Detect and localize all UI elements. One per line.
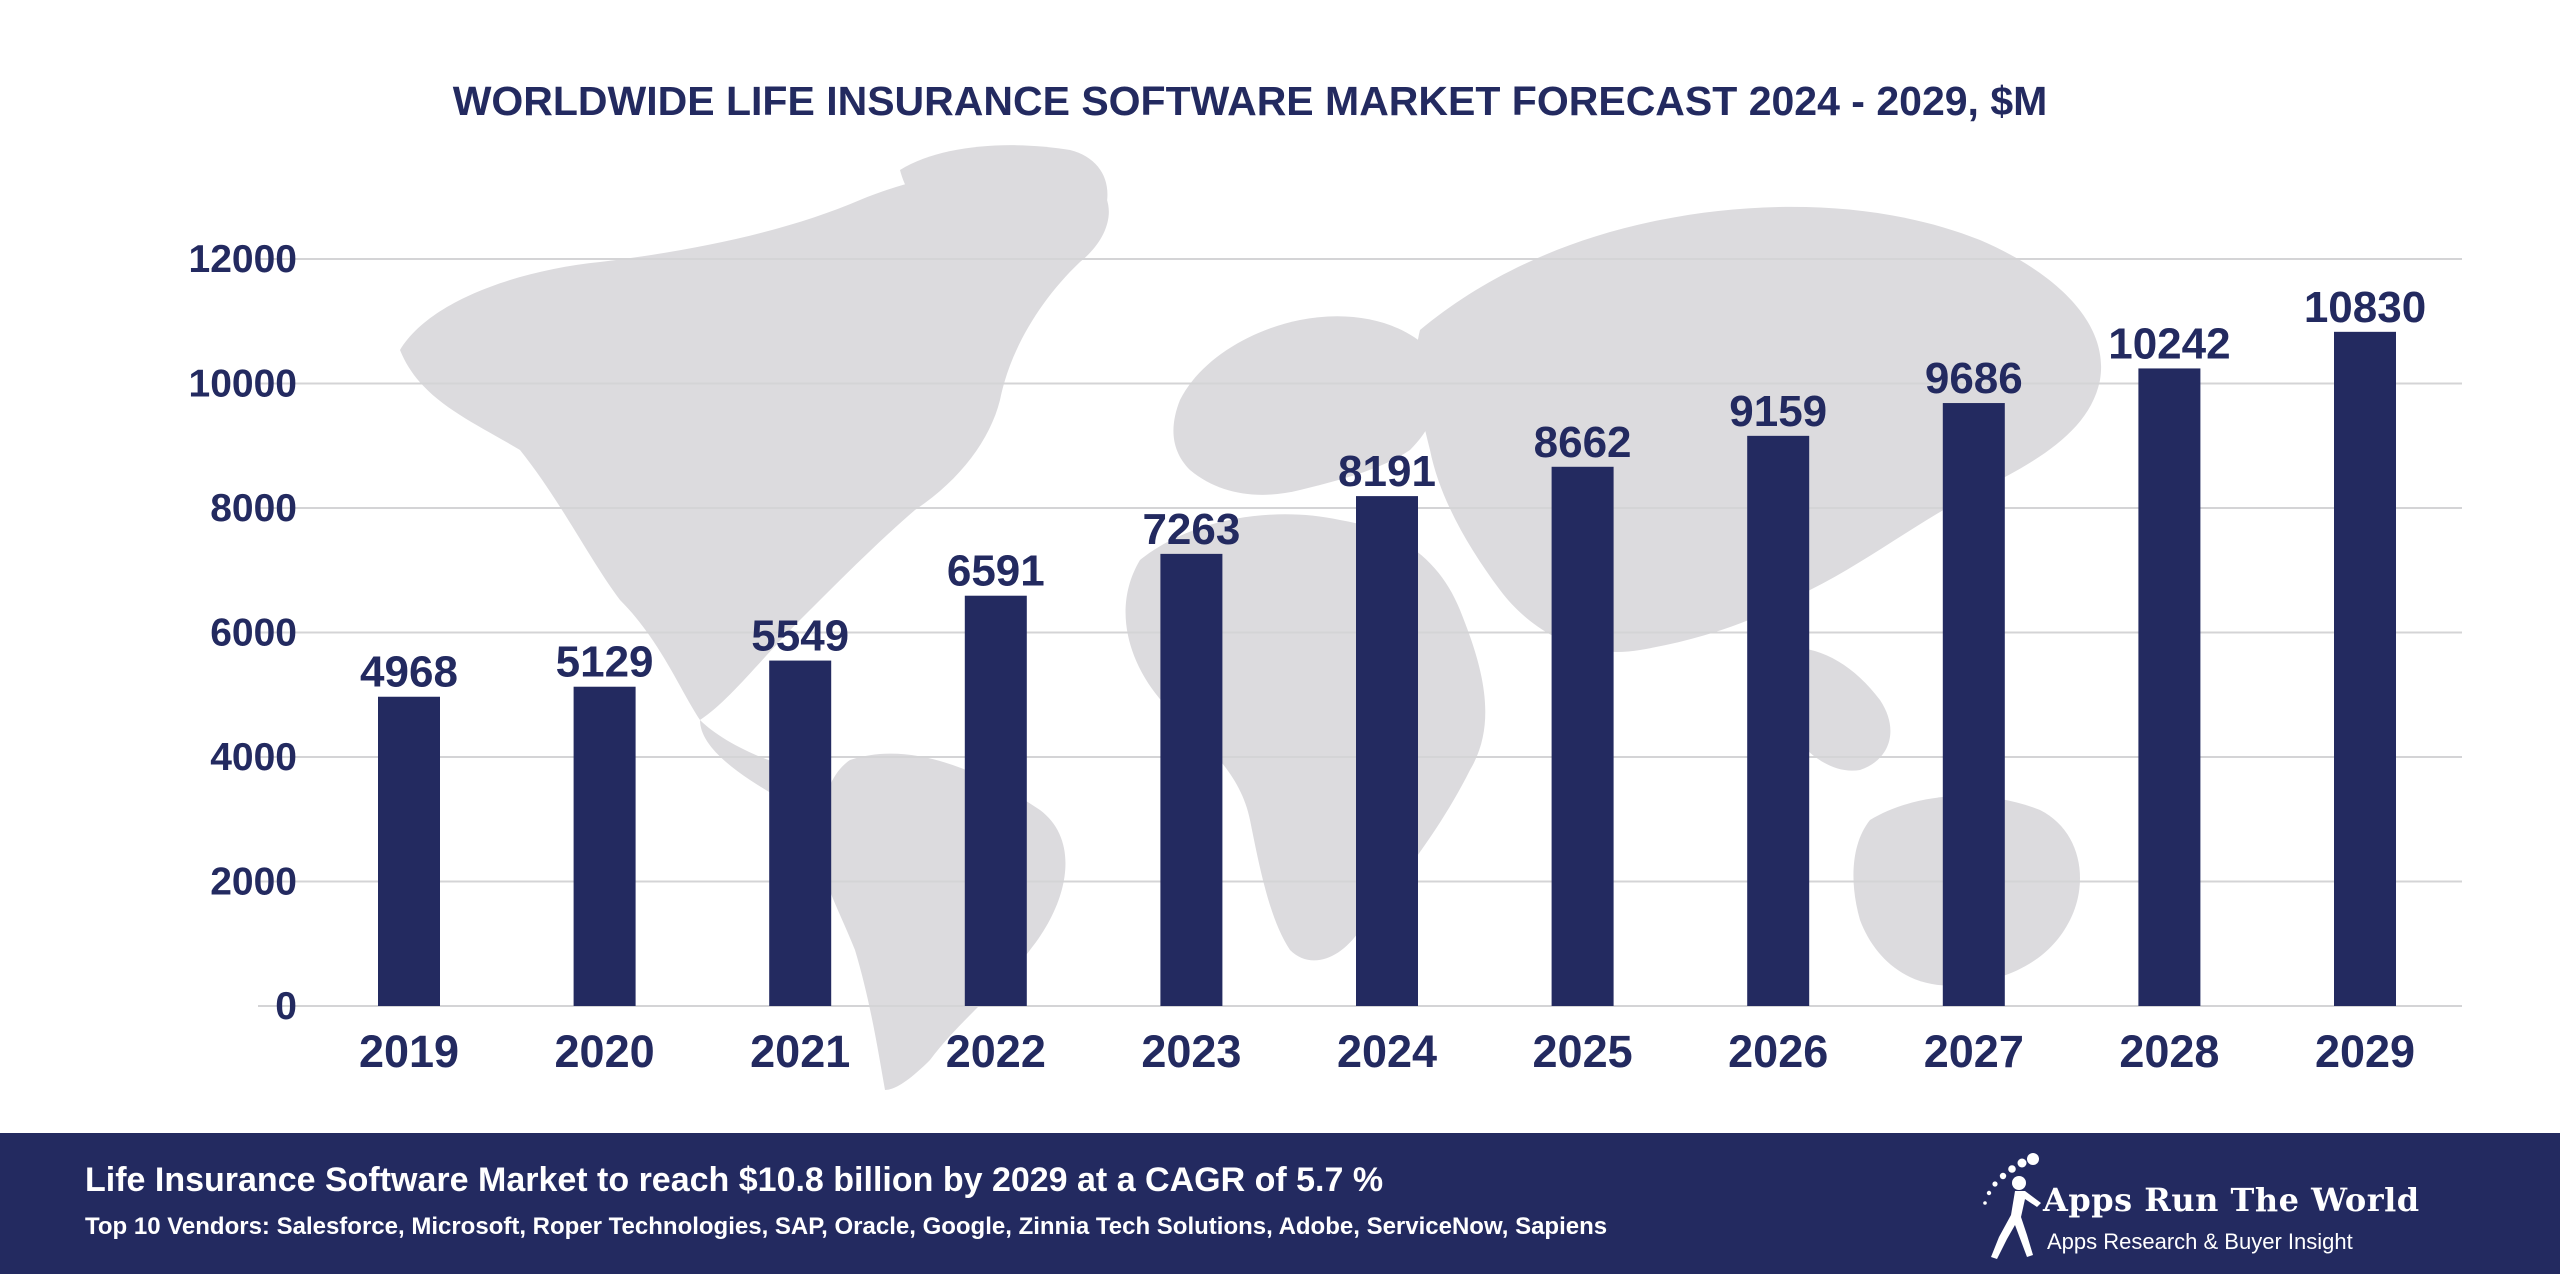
bar-2025 xyxy=(1551,466,1614,1006)
chart-title: WORLDWIDE LIFE INSURANCE SOFTWARE MARKET… xyxy=(453,78,2048,124)
y-tick-label: 0 xyxy=(275,985,297,1028)
y-tick-label: 10000 xyxy=(189,363,297,406)
footer-banner: Life Insurance Software Market to reach … xyxy=(0,1133,2560,1274)
world-map-background xyxy=(400,145,2102,1090)
bar-2029 xyxy=(2334,331,2396,1006)
runner-icon xyxy=(1983,1153,2041,1259)
y-tick-label: 12000 xyxy=(189,238,297,281)
bar-2027 xyxy=(1942,403,2005,1006)
bar-2026 xyxy=(1747,435,1810,1006)
bar-2023 xyxy=(1160,553,1223,1006)
chart: WORLDWIDE LIFE INSURANCE SOFTWARE MARKET… xyxy=(189,78,2462,1090)
bar-2022 xyxy=(964,595,1027,1006)
y-tick-label: 8000 xyxy=(210,487,297,530)
data-label-2021: 5549 xyxy=(751,612,849,661)
x-tick-label-2027: 2027 xyxy=(1924,1026,2024,1077)
data-label-2019: 4968 xyxy=(360,648,458,697)
bars xyxy=(378,331,2396,1006)
x-tick-label-2019: 2019 xyxy=(359,1026,459,1077)
x-tick-label-2028: 2028 xyxy=(2119,1026,2219,1077)
x-tick-label-2025: 2025 xyxy=(1533,1026,1633,1077)
bar-2024 xyxy=(1356,496,1418,1006)
data-label-2026: 9159 xyxy=(1729,387,1827,436)
footer-headline: Life Insurance Software Market to reach … xyxy=(85,1161,1384,1199)
y-axis-ticks: 0 2000 4000 6000 8000 10000 12000 xyxy=(189,238,297,1028)
data-label-2022: 6591 xyxy=(947,547,1045,596)
data-labels: 4968 5129 5549 6591 7263 8191 8662 9159 9686 1024… xyxy=(360,283,2426,697)
data-label-2028: 10242 xyxy=(2108,319,2230,368)
logo-tagline: Apps Research & Buyer Insight xyxy=(2047,1229,2353,1254)
bar-2019 xyxy=(378,696,440,1006)
europe-shape xyxy=(1173,316,1441,495)
y-tick-label: 6000 xyxy=(210,612,297,655)
top-vendors-text: Top 10 Vendors: Salesforce, Microsoft, R… xyxy=(85,1213,1608,1240)
north-america-shape xyxy=(400,167,1109,720)
x-tick-label-2022: 2022 xyxy=(946,1026,1046,1077)
bar-2020 xyxy=(573,686,636,1006)
x-axis-ticks: 2019 2020 2021 2022 2023 2024 2025 2026 2027 2028… xyxy=(359,1026,2415,1077)
data-label-2024: 8191 xyxy=(1338,447,1436,496)
x-tick-label-2021: 2021 xyxy=(750,1026,850,1077)
data-label-2023: 7263 xyxy=(1142,505,1240,554)
data-label-2029: 10830 xyxy=(2304,283,2426,332)
logo-name: Apps Run The World xyxy=(2043,1181,2420,1219)
data-label-2020: 5129 xyxy=(556,638,654,687)
greenland-shape xyxy=(900,145,1108,271)
x-tick-label-2020: 2020 xyxy=(555,1026,655,1077)
logo: Apps Run The World Apps Research & Buyer… xyxy=(1975,1153,2475,1263)
data-label-2025: 8662 xyxy=(1534,418,1632,467)
y-tick-label: 4000 xyxy=(210,736,297,779)
x-tick-label-2029: 2029 xyxy=(2315,1026,2415,1077)
data-label-2027: 9686 xyxy=(1925,354,2023,403)
bar-2021 xyxy=(769,660,832,1006)
x-tick-label-2024: 2024 xyxy=(1337,1026,1437,1077)
x-tick-label-2026: 2026 xyxy=(1728,1026,1828,1077)
bar-2028 xyxy=(2138,368,2201,1006)
x-tick-label-2023: 2023 xyxy=(1141,1026,1241,1077)
y-tick-label: 2000 xyxy=(210,861,297,904)
